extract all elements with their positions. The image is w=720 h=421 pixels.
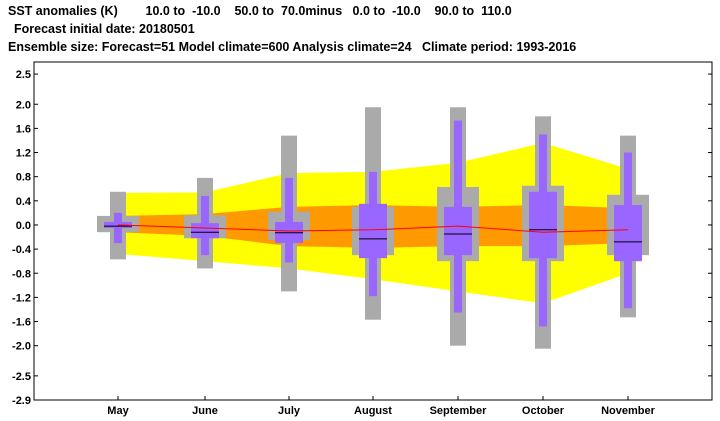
x-tick-label: June xyxy=(192,405,218,417)
y-tick-label: 1.2 xyxy=(16,148,31,160)
forecast-box-june xyxy=(191,223,219,239)
forecast-box-september xyxy=(444,206,472,256)
x-tick-label: July xyxy=(278,405,301,417)
y-tick-label: -1.6 xyxy=(12,317,31,329)
x-tick-label: November xyxy=(601,405,656,417)
y-tick-label: 0.8 xyxy=(16,172,31,184)
header-line-3: Ensemble size: Forecast=51 Model climate… xyxy=(8,40,577,54)
forecast-box-august xyxy=(359,203,387,259)
x-tick-label: May xyxy=(107,405,129,417)
forecast-box-november xyxy=(614,205,642,262)
y-tick-label: 0.0 xyxy=(16,220,31,232)
y-tick-label: 2.0 xyxy=(16,99,31,111)
y-tick-label: 2.5 xyxy=(16,69,31,81)
y-tick-label: 1.6 xyxy=(16,123,31,135)
y-tick-label: -2.0 xyxy=(12,341,31,353)
x-tick-label: August xyxy=(354,405,392,417)
y-tick-label: -2.9 xyxy=(12,395,31,407)
y-tick-label: -1.2 xyxy=(12,292,31,304)
x-tick-label: October xyxy=(522,405,565,417)
header-line-1: SST anomalies (K) 10.0 to -10.0 50.0 to … xyxy=(8,4,512,18)
y-tick-label: 0.4 xyxy=(16,196,32,208)
forecast-whisker-july xyxy=(285,177,293,263)
y-tick-label: -0.4 xyxy=(12,244,32,256)
y-tick-label: -2.5 xyxy=(12,371,31,383)
header-line-2: Forecast initial date: 20180501 xyxy=(14,22,195,36)
y-tick-label: -0.8 xyxy=(12,268,31,280)
analysis-climate-mean-line xyxy=(117,224,629,233)
forecast-box-october xyxy=(529,191,557,259)
x-tick-label: September xyxy=(430,405,488,417)
